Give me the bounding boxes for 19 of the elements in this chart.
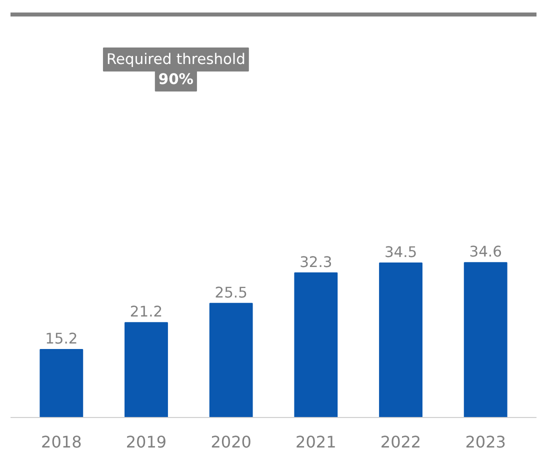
bar <box>124 322 168 418</box>
data-label: 32.3 <box>300 254 332 271</box>
data-label: 21.2 <box>130 304 163 321</box>
bar <box>294 272 338 418</box>
bar <box>464 262 508 418</box>
data-label: 25.5 <box>214 284 248 302</box>
x-tick-label: 2021 <box>296 432 336 450</box>
ref-line-label: Required threshold 90% <box>106 51 246 88</box>
x-tick-label: 2022 <box>380 432 422 450</box>
x-tick-label: 2023 <box>465 432 506 450</box>
data-label: 34.6 <box>469 244 502 261</box>
bar <box>40 348 84 418</box>
x-tick-label: 2019 <box>126 432 167 450</box>
bar <box>379 262 422 418</box>
data-label: 34.5 <box>384 244 418 262</box>
data-label: 15.2 <box>45 330 78 348</box>
x-tick-label: 2018 <box>41 432 82 450</box>
x-tick-label: 2020 <box>210 432 252 450</box>
bar <box>209 302 253 418</box>
